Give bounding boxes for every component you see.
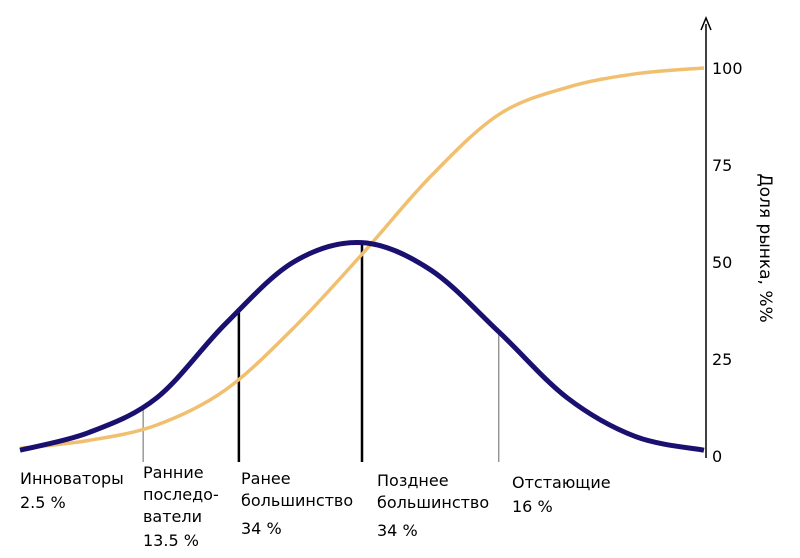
segment-name: Ранее большинство: [241, 469, 354, 510]
y-tick-label: 100: [712, 59, 743, 78]
segment-early-adopters: Ранние последо- ватели 13.5 %: [143, 462, 219, 552]
segment-share: 2.5 %: [20, 493, 66, 512]
adoption-bell-curve: [19, 239, 705, 453]
segment-name: Позднее большинство: [377, 471, 490, 512]
y-axis-label: Доля рынка, %%: [755, 173, 775, 322]
segment-name: Отстающие: [512, 473, 611, 492]
segment-share: 16 %: [512, 497, 553, 516]
y-tick-label: 50: [712, 253, 732, 272]
segment-share: 34 %: [377, 521, 418, 540]
y-axis-arrow: [700, 16, 712, 31]
segment-laggards: Отстающие 16 %: [512, 472, 611, 518]
y-tick-label: 0: [712, 447, 722, 466]
y-tick-label: 75: [712, 156, 732, 175]
segment-name: Ранние последо- ватели: [143, 463, 219, 526]
segment-innovators: Инноваторы 2.5 %: [20, 468, 124, 514]
segment-share: 34 %: [241, 519, 282, 538]
segment-late-majority: Позднее большинство 34 %: [377, 470, 489, 542]
segment-share: 13.5 %: [143, 531, 199, 550]
segment-name: Инноваторы: [20, 469, 124, 488]
cumulative-share-line: [19, 66, 705, 450]
y-tick-label: 25: [712, 350, 732, 369]
segment-early-majority: Ранее большинство 34 %: [241, 468, 353, 540]
